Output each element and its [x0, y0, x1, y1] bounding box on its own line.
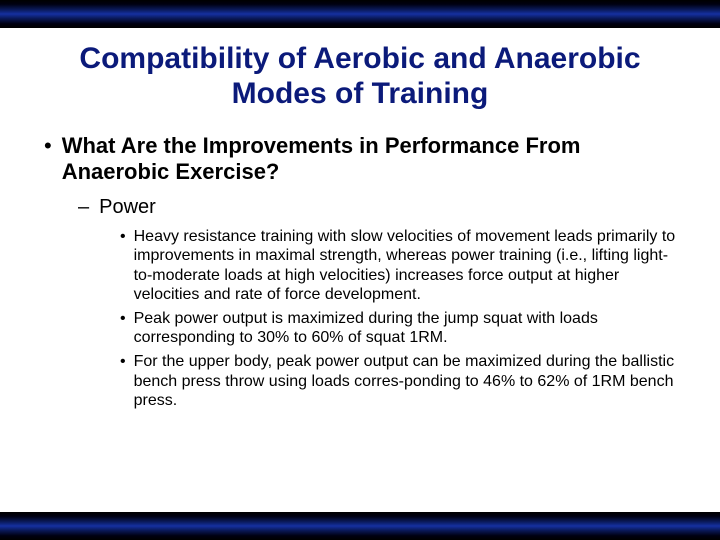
bullet-text: What Are the Improvements in Performance… — [62, 133, 680, 185]
bullet-text: Heavy resistance training with slow velo… — [134, 227, 680, 305]
bullet-text: For the upper body, peak power output ca… — [134, 352, 680, 411]
bullet-marker: • — [120, 352, 126, 372]
bullet-marker: • — [44, 133, 52, 158]
bullet-text: Power — [99, 195, 156, 219]
slide: Compatibility of Aerobic and Anaerobic M… — [0, 0, 720, 540]
slide-content: Compatibility of Aerobic and Anaerobic M… — [0, 28, 720, 512]
bullet-text: Peak power output is maximized during th… — [134, 309, 680, 348]
bullet-marker: • — [120, 309, 126, 329]
bullet-marker: – — [78, 195, 89, 219]
bullet-level1: • What Are the Improvements in Performan… — [44, 133, 680, 185]
slide-title: Compatibility of Aerobic and Anaerobic M… — [40, 42, 680, 111]
bullet-level2: – Power — [78, 195, 680, 219]
bullet-marker: • — [120, 227, 126, 247]
bullet-level3-item: • For the upper body, peak power output … — [120, 352, 680, 411]
bottom-band — [0, 512, 720, 540]
top-band — [0, 0, 720, 28]
bullet-level3-item: • Heavy resistance training with slow ve… — [120, 227, 680, 305]
bullet-level3-item: • Peak power output is maximized during … — [120, 309, 680, 348]
